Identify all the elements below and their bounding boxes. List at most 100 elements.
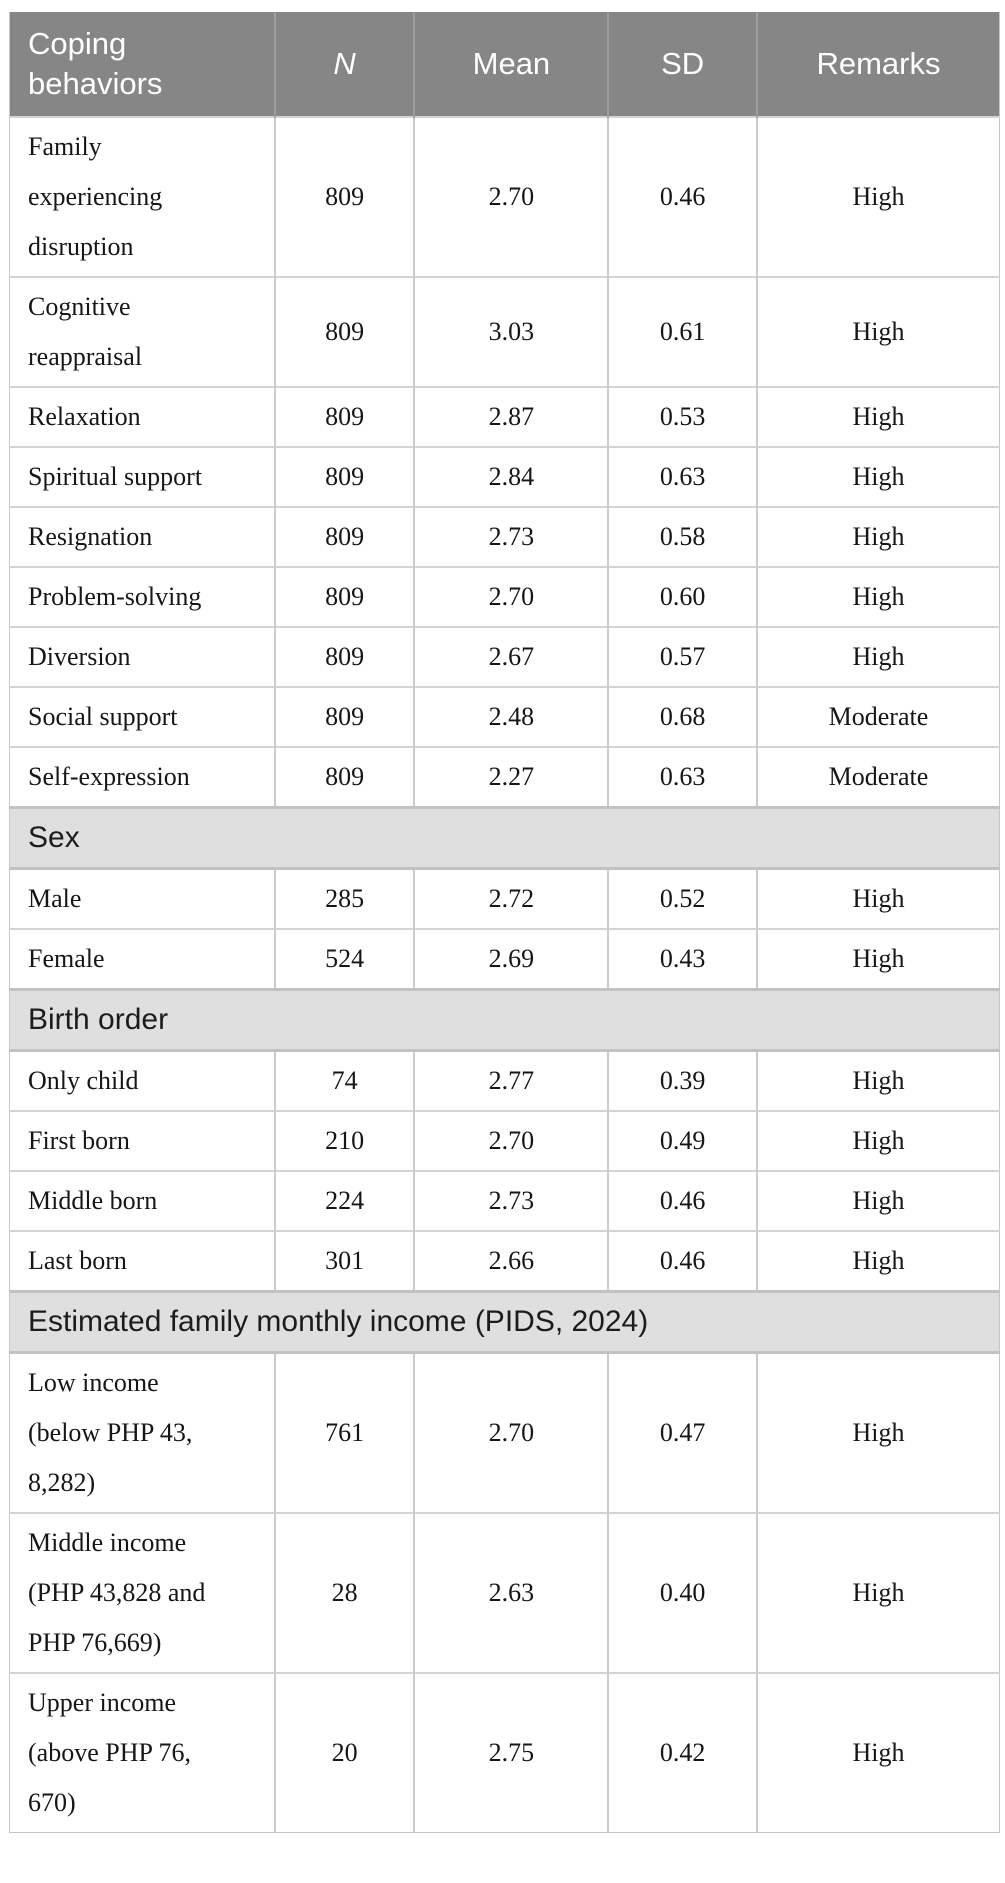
cell-mean: 2.77	[413, 1049, 609, 1111]
cell-mean: 2.72	[413, 867, 609, 929]
cell-mean: 2.87	[413, 386, 609, 447]
section-header-label: Sex	[9, 806, 1000, 870]
cell-sd: 0.47	[607, 1351, 757, 1513]
cell-n: 809	[273, 566, 415, 627]
cell-label: Resignation	[9, 506, 275, 567]
table-row: Cognitive reappraisal 809 3.03 0.61 High	[9, 276, 1000, 387]
column-header-label: Coping behaviors	[9, 12, 275, 117]
cell-remarks: High	[755, 386, 1000, 447]
cell-label: Problem-solving	[9, 566, 275, 627]
cell-label: Low income (below PHP 43, 8,282)	[9, 1351, 275, 1513]
header-row: Coping behaviors N Mean SD Remarks	[9, 12, 1000, 117]
table-row: Last born 301 2.66 0.46 High	[9, 1230, 1000, 1292]
cell-n: 74	[273, 1049, 415, 1111]
cell-label: Relaxation	[9, 386, 275, 447]
section-header-row: Sex	[9, 806, 1000, 870]
cell-sd: 0.40	[607, 1512, 757, 1673]
cell-remarks: High	[755, 566, 1000, 627]
cell-mean: 2.67	[413, 626, 609, 687]
cell-sd: 0.58	[607, 506, 757, 567]
table-row: Spiritual support 809 2.84 0.63 High	[9, 446, 1000, 507]
table-row: Resignation 809 2.73 0.58 High	[9, 506, 1000, 567]
cell-n: 524	[273, 928, 415, 990]
table-row: First born 210 2.70 0.49 High	[9, 1110, 1000, 1171]
cell-remarks: High	[755, 867, 1000, 929]
cell-mean: 2.73	[413, 506, 609, 567]
cell-label: Last born	[9, 1230, 275, 1292]
cell-n: 809	[273, 276, 415, 387]
cell-mean: 2.70	[413, 1110, 609, 1171]
cell-mean: 2.48	[413, 686, 609, 747]
cell-sd: 0.63	[607, 746, 757, 808]
cell-sd: 0.42	[607, 1672, 757, 1833]
cell-label: Self-expression	[9, 746, 275, 808]
table-row: Diversion 809 2.67 0.57 High	[9, 626, 1000, 687]
cell-label: Female	[9, 928, 275, 990]
cell-remarks: High	[755, 1230, 1000, 1292]
cell-label: Diversion	[9, 626, 275, 687]
cell-label: Spiritual support	[9, 446, 275, 507]
cell-remarks: High	[755, 1672, 1000, 1833]
cell-sd: 0.52	[607, 867, 757, 929]
cell-n: 809	[273, 446, 415, 507]
cell-n: 809	[273, 626, 415, 687]
section-header-row: Estimated family monthly income (PIDS, 2…	[9, 1290, 1000, 1354]
cell-remarks: High	[755, 276, 1000, 387]
cell-remarks: High	[755, 1512, 1000, 1673]
cell-label: Only child	[9, 1049, 275, 1111]
table-row: Low income (below PHP 43, 8,282) 761 2.70 0…	[9, 1351, 1000, 1513]
cell-sd: 0.68	[607, 686, 757, 747]
table-row: Family experiencing disruption 809 2.70 0.4…	[9, 116, 1000, 277]
cell-sd: 0.57	[607, 626, 757, 687]
cell-remarks: High	[755, 928, 1000, 990]
cell-mean: 2.75	[413, 1672, 609, 1833]
cell-sd: 0.60	[607, 566, 757, 627]
table-row: Social support 809 2.48 0.68 Moderate	[9, 686, 1000, 747]
cell-label: Social support	[9, 686, 275, 747]
cell-mean: 2.70	[413, 1351, 609, 1513]
cell-sd: 0.46	[607, 1230, 757, 1292]
cell-mean: 2.70	[413, 566, 609, 627]
cell-remarks: High	[755, 1110, 1000, 1171]
table-row: Female 524 2.69 0.43 High	[9, 928, 1000, 990]
cell-label: Middle income (PHP 43,828 and PHP 76,669…	[9, 1512, 275, 1673]
cell-mean: 2.69	[413, 928, 609, 990]
cell-n: 224	[273, 1170, 415, 1231]
section-header-row: Birth order	[9, 988, 1000, 1052]
cell-n: 20	[273, 1672, 415, 1833]
column-header-remarks: Remarks	[755, 12, 1000, 117]
cell-remarks: High	[755, 506, 1000, 567]
cell-label: Upper income (above PHP 76, 670)	[9, 1672, 275, 1833]
table-row: Self-expression 809 2.27 0.63 Moderate	[9, 746, 1000, 808]
cell-sd: 0.63	[607, 446, 757, 507]
cell-n: 809	[273, 506, 415, 567]
cell-n: 285	[273, 867, 415, 929]
cell-mean: 2.70	[413, 116, 609, 277]
cell-sd: 0.53	[607, 386, 757, 447]
table-row: Male 285 2.72 0.52 High	[9, 867, 1000, 929]
cell-sd: 0.46	[607, 116, 757, 277]
cell-remarks: High	[755, 1049, 1000, 1111]
column-header-mean: Mean	[413, 12, 609, 117]
cell-n: 809	[273, 746, 415, 808]
cell-remarks: High	[755, 446, 1000, 507]
cell-n: 809	[273, 116, 415, 277]
cell-label: Cognitive reappraisal	[9, 276, 275, 387]
column-header-n: N	[273, 12, 415, 117]
table-row: Middle income (PHP 43,828 and PHP 76,669…	[9, 1512, 1000, 1673]
column-header-sd: SD	[607, 12, 757, 117]
cell-mean: 2.73	[413, 1170, 609, 1231]
cell-sd: 0.46	[607, 1170, 757, 1231]
cell-remarks: High	[755, 626, 1000, 687]
table-header: Coping behaviors N Mean SD Remarks	[9, 12, 1000, 117]
cell-n: 28	[273, 1512, 415, 1673]
table-row: Relaxation 809 2.87 0.53 High	[9, 386, 1000, 447]
cell-mean: 2.27	[413, 746, 609, 808]
cell-label: Middle born	[9, 1170, 275, 1231]
coping-behaviors-table: Coping behaviors N Mean SD Remarks Family ex…	[9, 12, 1000, 1833]
cell-n: 761	[273, 1351, 415, 1513]
cell-sd: 0.49	[607, 1110, 757, 1171]
cell-remarks: High	[755, 1351, 1000, 1513]
cell-label: Male	[9, 867, 275, 929]
